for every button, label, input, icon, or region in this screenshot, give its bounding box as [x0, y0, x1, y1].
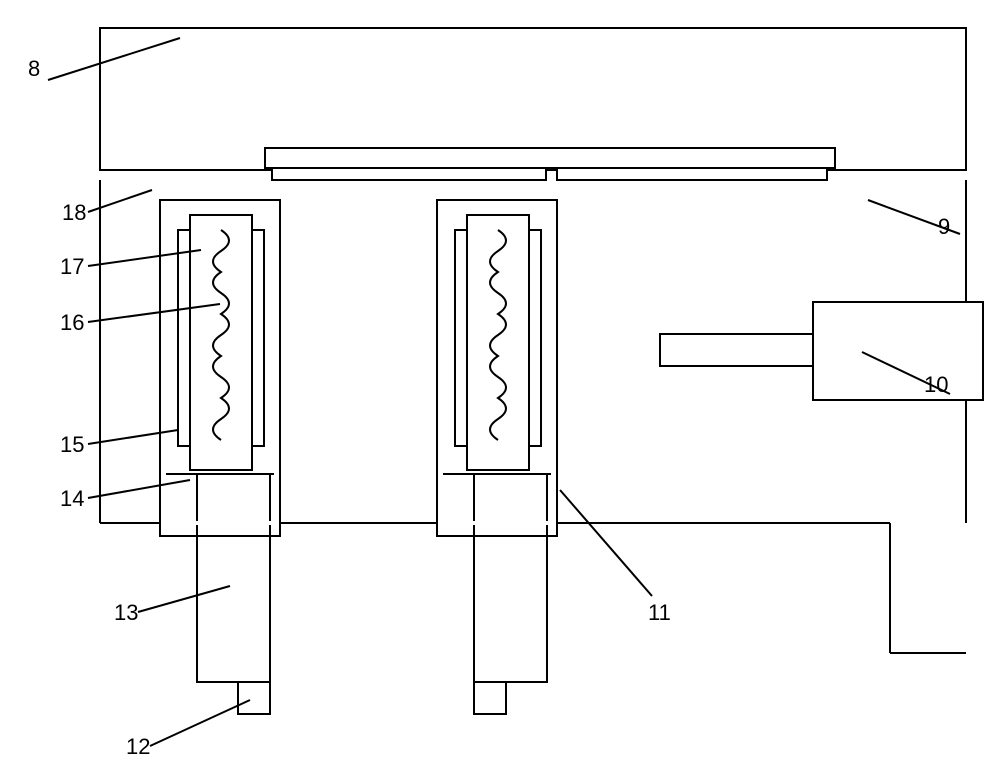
callout-label-16: 16: [60, 310, 84, 336]
callout-label-17: 17: [60, 254, 84, 280]
callout-label-11: 11: [648, 600, 671, 626]
callout-label-8: 8: [28, 56, 40, 82]
callout-label-18: 18: [62, 200, 86, 226]
callout-label-15: 15: [60, 432, 84, 458]
diagram-container: 8 18 17 16 15 14 13 12 11 10 9: [0, 0, 1000, 761]
callout-label-9: 9: [938, 214, 950, 240]
callout-label-10: 10: [924, 372, 948, 398]
diagram-svg: [0, 0, 1000, 761]
callout-label-13: 13: [114, 600, 138, 626]
callout-label-14: 14: [60, 486, 84, 512]
callout-label-12: 12: [126, 734, 150, 760]
